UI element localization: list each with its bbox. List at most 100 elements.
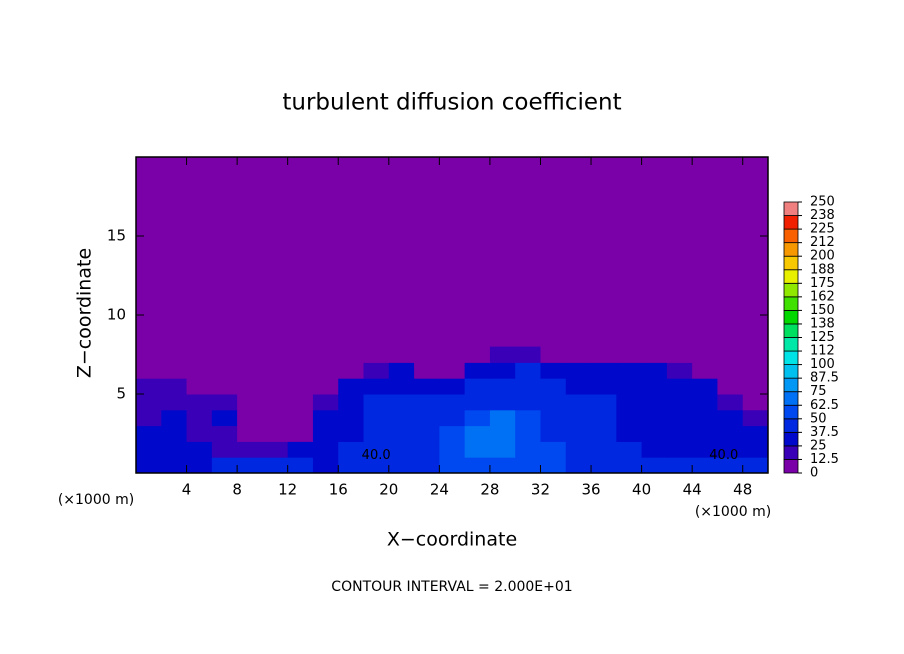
field-cell [312, 346, 339, 363]
field-cell [186, 441, 213, 458]
field-cell [186, 378, 213, 395]
field-cell [591, 362, 617, 379]
field-cell [540, 346, 567, 363]
field-cell [414, 346, 440, 363]
field-cell [211, 378, 238, 395]
field-cell [692, 346, 718, 363]
colorbar-swatch [783, 201, 799, 216]
field-cell [136, 394, 162, 411]
x-tick-label: 28 [480, 481, 499, 499]
footer-note: CONTOUR INTERVAL = 2.000E+01 [331, 579, 572, 595]
colorbar-label: 212 [810, 235, 835, 250]
field-cell [717, 457, 744, 474]
field-cell [414, 441, 440, 458]
x-tick-label: 24 [430, 481, 449, 499]
field-cell [540, 441, 567, 458]
field-cell [414, 394, 440, 411]
field-cell [262, 346, 289, 363]
field-cell [666, 378, 693, 395]
field-cell [565, 441, 592, 458]
field-cell [237, 362, 263, 379]
field-cell [666, 457, 693, 474]
field-cell [489, 409, 516, 427]
field-cell [540, 378, 567, 395]
colorbar-swatch [783, 445, 799, 460]
field-cell [363, 378, 390, 395]
x-tick-label: 44 [683, 481, 702, 499]
field-cell [211, 409, 238, 427]
field-cell [489, 362, 516, 379]
y-axis-label: Z−coordinate [74, 248, 96, 378]
field-cell [464, 425, 491, 442]
x-tick-label: 8 [232, 481, 242, 499]
field-cell [515, 346, 541, 363]
x-tick-label: 20 [379, 481, 398, 499]
field-cell [262, 362, 289, 379]
field-cell [616, 346, 643, 363]
field-cell [591, 425, 617, 442]
field-cell [262, 425, 289, 442]
colorbar-swatch [783, 282, 799, 298]
field-cell [414, 378, 440, 395]
x-tick-label: 40 [632, 481, 651, 499]
field-cell [388, 362, 415, 379]
field-cell [540, 362, 567, 379]
x-tick-label: 16 [329, 481, 348, 499]
field-cell [312, 425, 339, 442]
field-cell [641, 409, 668, 427]
field-cell [464, 362, 491, 379]
field-cell [136, 346, 162, 363]
field-cell [565, 457, 592, 474]
field-cell [388, 457, 415, 474]
colorbar-label: 100 [810, 357, 835, 372]
colorbar-label: 87.5 [810, 371, 839, 386]
field-cell [161, 394, 188, 411]
field-cell [287, 457, 314, 474]
contour-label: 40.0 [362, 448, 391, 463]
field-cell [641, 362, 668, 379]
field-cell [439, 457, 466, 474]
colorbar-swatch [783, 228, 799, 244]
field-cell [666, 346, 693, 363]
field-cell [312, 409, 339, 427]
field-cell [565, 409, 592, 427]
field-cell [262, 409, 289, 427]
field-cell [388, 441, 415, 458]
field-cell [464, 378, 491, 395]
field-cell [742, 378, 769, 395]
field-cell [540, 409, 567, 427]
field-cell [692, 378, 718, 395]
field-cell [666, 394, 693, 411]
field-cell [312, 394, 339, 411]
field-cell [515, 378, 541, 395]
field-cell [439, 409, 466, 427]
field-cell [136, 362, 162, 379]
field-cell [338, 425, 365, 442]
field-cell [565, 378, 592, 395]
field-cell [211, 441, 238, 458]
colorbar-label: 25 [810, 438, 827, 453]
field-cell [515, 362, 541, 379]
field-cell [717, 362, 744, 379]
field-cell [742, 394, 769, 411]
field-cell [363, 441, 390, 458]
colorbar-label: 112 [810, 344, 835, 359]
y-tick-label: 5 [116, 385, 126, 403]
field-cell [262, 378, 289, 395]
field-cell [186, 394, 213, 411]
field-cell [312, 457, 339, 474]
field-cell [388, 409, 415, 427]
field-cell [363, 346, 390, 363]
field-cell [540, 394, 567, 411]
field-cell [262, 394, 289, 411]
colorbar-label: 62.5 [810, 398, 839, 413]
field-cell [591, 441, 617, 458]
colorbar-label: 238 [810, 208, 835, 223]
field-cell [211, 425, 238, 442]
field-cell [414, 362, 440, 379]
field-cell [287, 441, 314, 458]
field-cell [692, 394, 718, 411]
field-cell [464, 394, 491, 411]
field-cell [515, 441, 541, 458]
field-cell [464, 409, 491, 427]
